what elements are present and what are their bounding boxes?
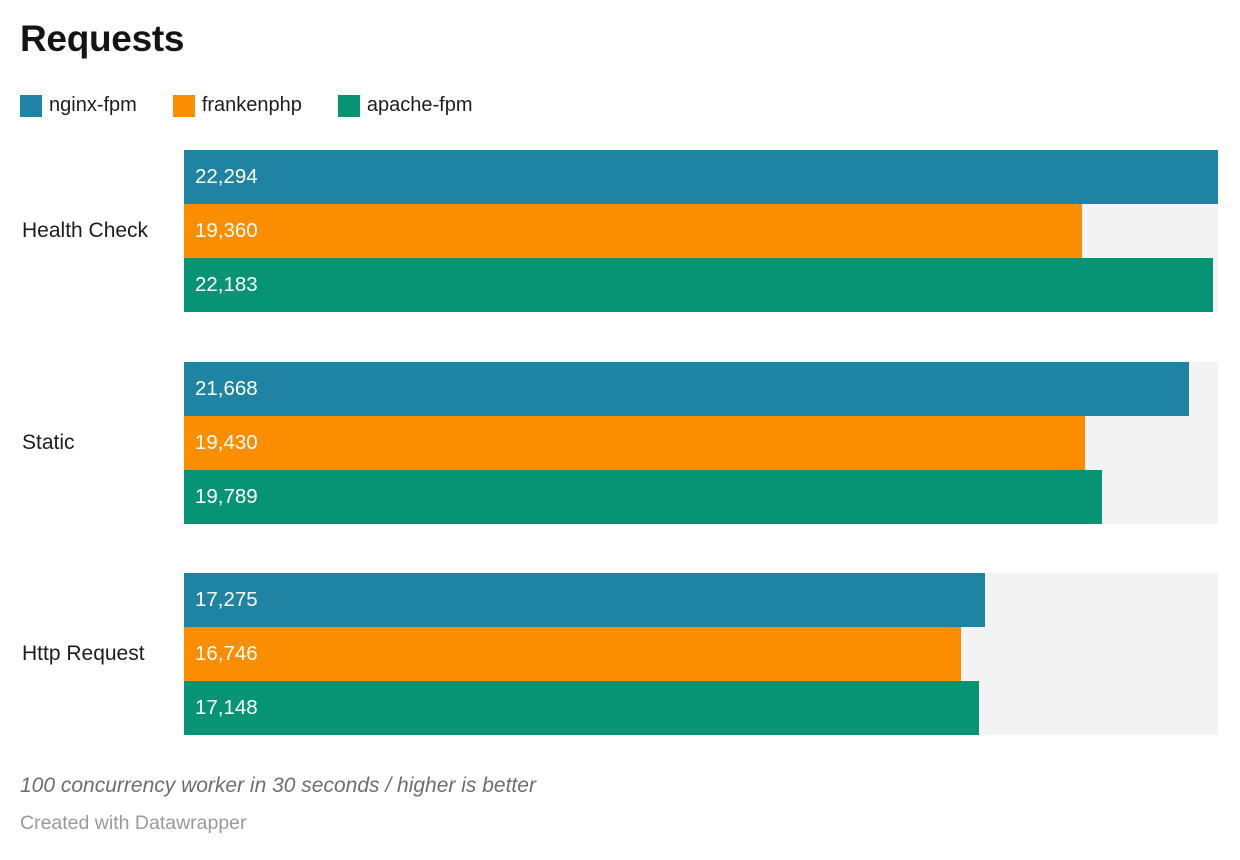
legend-label: apache-fpm xyxy=(366,94,473,116)
bar-track-static-nginx-fpm: 21,668 xyxy=(184,362,1218,416)
bar-nginx-fpm-http-request: 17,275 xyxy=(184,573,986,627)
category-label-http-request: Http Request xyxy=(22,642,145,665)
bar-value-label: 22,183 xyxy=(195,273,258,296)
legend-item-nginx-fpm: nginx-fpm xyxy=(20,94,137,117)
chart-note: 100 concurrency worker in 30 seconds / h… xyxy=(20,774,536,797)
bar-track-http-request-apache-fpm: 17,148 xyxy=(184,681,1218,735)
legend-swatch-apache-fpm xyxy=(337,94,360,117)
bar-track-health-check-apache-fpm: 22,183 xyxy=(184,258,1218,312)
legend-label: frankenphp xyxy=(201,94,302,116)
bar-value-label: 19,430 xyxy=(195,431,258,454)
bar-value-label: 17,148 xyxy=(195,696,258,719)
bar-apache-fpm-health-check: 22,183 xyxy=(184,258,1213,312)
bar-track-health-check-nginx-fpm: 22,294 xyxy=(184,150,1218,204)
bar-frankenphp-http-request: 16,746 xyxy=(184,627,961,681)
bar-track-static-apache-fpm: 19,789 xyxy=(184,470,1218,524)
category-label-health-check: Health Check xyxy=(22,219,149,242)
bar-apache-fpm-http-request: 17,148 xyxy=(184,681,980,735)
bar-frankenphp-static: 19,430 xyxy=(184,416,1086,470)
legend: nginx-fpm frankenphp apache-fpm xyxy=(20,94,509,117)
legend-swatch-frankenphp xyxy=(172,94,195,117)
bar-value-label: 17,275 xyxy=(195,588,258,611)
bar-value-label: 21,668 xyxy=(195,377,258,400)
bar-apache-fpm-static: 19,789 xyxy=(184,470,1102,524)
bar-track-health-check-frankenphp: 19,360 xyxy=(184,204,1218,258)
bar-value-label: 19,360 xyxy=(195,219,258,242)
bar-track-http-request-nginx-fpm: 17,275 xyxy=(184,573,1218,627)
bar-value-label: 22,294 xyxy=(195,165,258,188)
bar-nginx-fpm-health-check: 22,294 xyxy=(184,150,1218,204)
bar-value-label: 16,746 xyxy=(195,642,258,665)
bar-frankenphp-health-check: 19,360 xyxy=(184,204,1082,258)
legend-item-frankenphp: frankenphp xyxy=(172,94,302,117)
bar-value-label: 19,789 xyxy=(195,485,258,508)
bar-track-static-frankenphp: 19,430 xyxy=(184,416,1218,470)
legend-swatch-nginx-fpm xyxy=(20,94,42,117)
legend-label: nginx-fpm xyxy=(49,94,137,116)
category-label-static: Static xyxy=(22,431,75,454)
attribution-datawrapper-link[interactable]: Created with Datawrapper xyxy=(20,812,247,834)
bar-track-http-request-frankenphp: 16,746 xyxy=(184,627,1218,681)
chart-title: Requests xyxy=(20,18,185,59)
bar-nginx-fpm-static: 21,668 xyxy=(184,362,1189,416)
legend-item-apache-fpm: apache-fpm xyxy=(337,94,473,117)
